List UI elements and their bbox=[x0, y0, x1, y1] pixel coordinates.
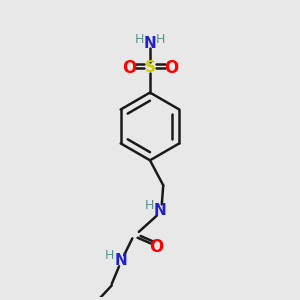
Text: N: N bbox=[114, 253, 127, 268]
Text: O: O bbox=[122, 58, 136, 76]
Text: H: H bbox=[144, 199, 154, 212]
Text: H: H bbox=[135, 33, 144, 46]
Text: S: S bbox=[145, 60, 155, 75]
Text: O: O bbox=[149, 238, 164, 256]
Text: H: H bbox=[156, 33, 165, 46]
Text: N: N bbox=[154, 203, 167, 218]
Text: H: H bbox=[105, 249, 114, 262]
Text: O: O bbox=[164, 58, 178, 76]
Text: N: N bbox=[144, 36, 156, 51]
